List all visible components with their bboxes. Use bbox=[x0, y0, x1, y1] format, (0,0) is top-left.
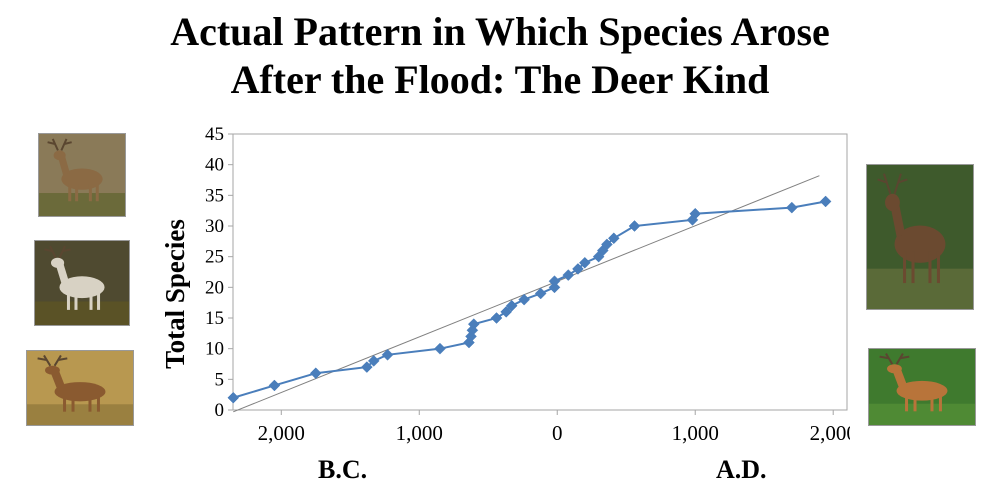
data-point bbox=[490, 312, 503, 324]
data-point bbox=[434, 342, 446, 355]
data-point bbox=[518, 293, 530, 306]
red-deer-image bbox=[867, 165, 973, 309]
sika-deer-image bbox=[869, 349, 975, 425]
y-axis-label: Total Species bbox=[160, 219, 190, 369]
data-point bbox=[367, 355, 380, 367]
plot-area-frame bbox=[232, 133, 848, 411]
data-point bbox=[689, 207, 702, 220]
reindeer-image bbox=[35, 241, 129, 325]
muntjac-image bbox=[27, 351, 133, 425]
sika-deer-photo bbox=[868, 348, 976, 426]
era-label-ad: A.D. bbox=[716, 455, 767, 484]
y-tick-label: 25 bbox=[205, 247, 224, 268]
data-point bbox=[785, 201, 798, 214]
y-tick-label: 5 bbox=[215, 369, 225, 390]
chart-title: Actual Pattern in Which Species Arose Af… bbox=[0, 8, 1000, 104]
data-point bbox=[381, 348, 394, 361]
y-tick-label: 15 bbox=[205, 308, 224, 329]
x-tick-label: 2,000 bbox=[810, 421, 850, 445]
y-tick-label: 0 bbox=[215, 400, 225, 421]
muntjac-photo bbox=[26, 350, 134, 426]
data-point bbox=[628, 220, 641, 232]
y-tick-label: 30 bbox=[205, 216, 224, 237]
data-point bbox=[534, 287, 547, 300]
data-point bbox=[360, 361, 373, 373]
red-deer-photo bbox=[866, 164, 974, 310]
data-point bbox=[268, 379, 281, 392]
x-tick-label: 0 bbox=[552, 421, 563, 445]
title-line-2: After the Flood: The Deer Kind bbox=[230, 57, 770, 102]
y-tick-label: 35 bbox=[205, 185, 224, 206]
data-point bbox=[500, 306, 513, 318]
data-point bbox=[819, 195, 832, 208]
data-point bbox=[548, 275, 561, 288]
data-point bbox=[309, 367, 322, 380]
trend-line bbox=[233, 175, 820, 413]
data-point bbox=[562, 269, 575, 281]
data-point bbox=[578, 256, 591, 269]
y-tick-label: 10 bbox=[205, 339, 224, 360]
species-chart: 0 5 10 15 20 25 30 35 40 45 2,000 1,000 0 1,000 2,000 T… bbox=[160, 124, 850, 445]
y-tick-label: 40 bbox=[205, 155, 224, 176]
title-line-1: Actual Pattern in Which Species Arose bbox=[170, 9, 830, 54]
data-point bbox=[572, 263, 584, 275]
x-tick-label: 1,000 bbox=[396, 421, 443, 445]
data-point bbox=[467, 318, 480, 330]
data-point bbox=[601, 238, 613, 251]
x-tick-label: 1,000 bbox=[672, 421, 719, 445]
white-tailed-deer-image bbox=[39, 134, 125, 216]
era-label-bc: B.C. bbox=[318, 455, 368, 484]
reindeer-photo bbox=[34, 240, 130, 326]
data-point bbox=[505, 299, 518, 312]
white-tailed-deer-photo bbox=[38, 133, 126, 217]
data-point bbox=[548, 281, 561, 294]
y-tick-label: 45 bbox=[205, 124, 224, 145]
x-tick-label: 2,000 bbox=[258, 421, 305, 445]
data-point bbox=[227, 391, 240, 404]
data-point bbox=[607, 232, 620, 245]
y-tick-label: 20 bbox=[205, 277, 224, 298]
